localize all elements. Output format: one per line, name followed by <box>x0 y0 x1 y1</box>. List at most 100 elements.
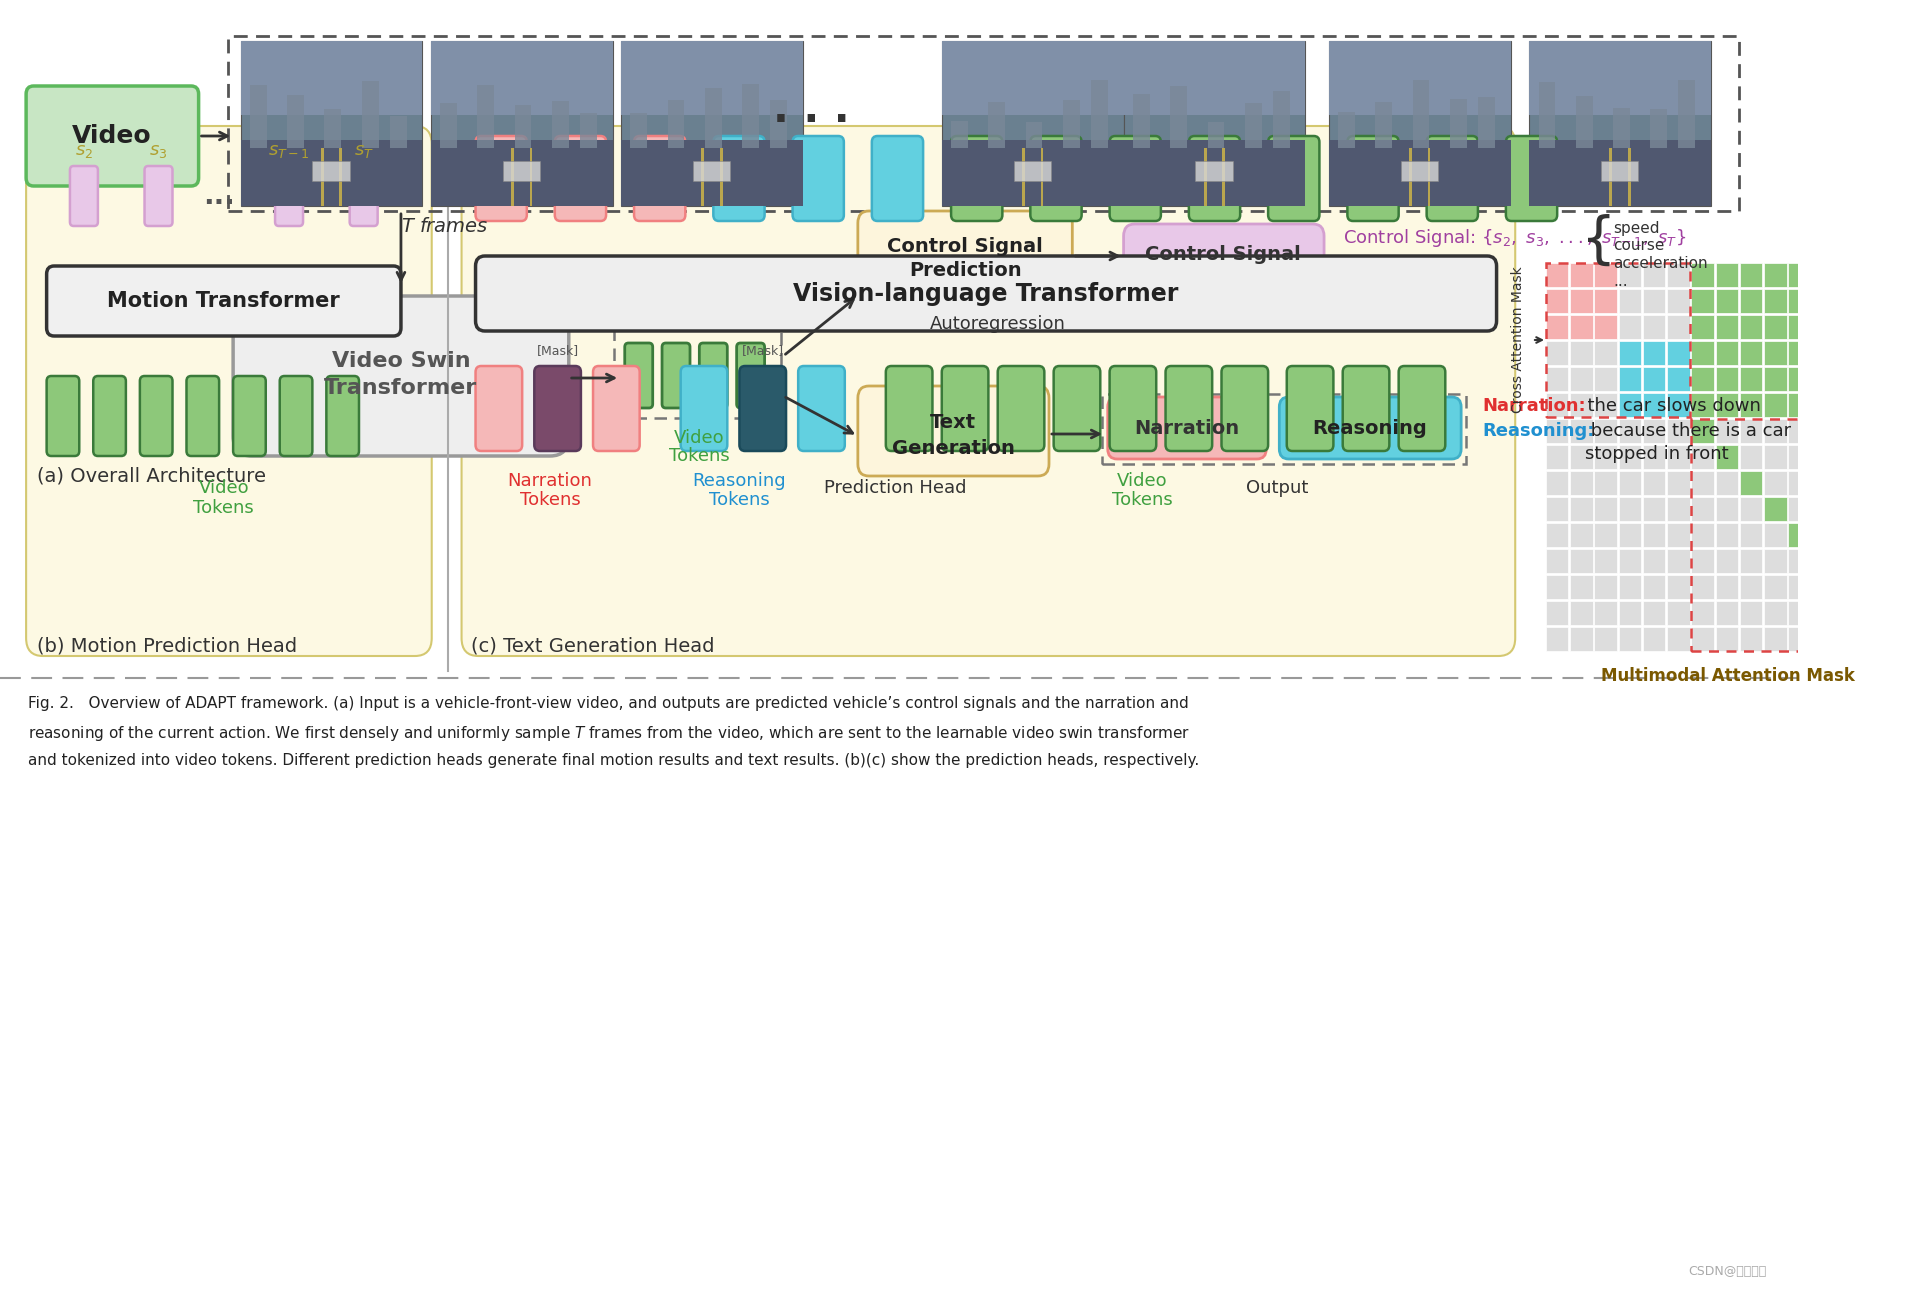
Bar <box>251 86 266 148</box>
Bar <box>1569 315 1593 340</box>
Bar <box>1739 419 1762 443</box>
Text: Generation: Generation <box>891 438 1014 457</box>
Bar <box>1861 289 1884 314</box>
Bar <box>1328 41 1510 206</box>
Bar <box>1837 367 1859 391</box>
Bar <box>1620 627 1641 651</box>
FancyBboxPatch shape <box>661 343 690 408</box>
Bar <box>1546 470 1567 495</box>
Text: stopped in front: stopped in front <box>1585 445 1729 463</box>
Text: · · ·: · · · <box>773 100 850 143</box>
Bar <box>1739 627 1762 651</box>
Bar <box>1812 393 1835 417</box>
Bar <box>1812 367 1835 391</box>
Bar <box>1272 91 1290 148</box>
Bar <box>1812 496 1835 521</box>
Bar <box>1569 627 1593 651</box>
Bar <box>706 88 721 148</box>
Bar <box>1886 601 1909 625</box>
Bar <box>1614 109 1629 148</box>
Bar <box>1643 601 1666 625</box>
FancyBboxPatch shape <box>736 343 765 408</box>
Bar <box>1529 140 1710 206</box>
Bar <box>1610 148 1612 206</box>
Text: Prediction: Prediction <box>908 262 1022 280</box>
Text: Control Signal: Control Signal <box>887 236 1043 255</box>
Bar <box>1861 601 1884 625</box>
Bar <box>1375 102 1392 148</box>
Bar <box>1812 470 1835 495</box>
Bar <box>1837 315 1859 340</box>
FancyBboxPatch shape <box>1398 365 1446 451</box>
FancyBboxPatch shape <box>233 295 569 456</box>
Bar <box>1643 367 1666 391</box>
Text: the car slows down: the car slows down <box>1575 397 1760 415</box>
Bar <box>1594 524 1618 547</box>
Text: speed: speed <box>1614 220 1660 236</box>
Bar <box>1569 470 1593 495</box>
Bar <box>1789 601 1810 625</box>
Bar <box>1861 627 1884 651</box>
Bar <box>1764 315 1787 340</box>
Bar <box>1739 496 1762 521</box>
FancyBboxPatch shape <box>145 166 172 226</box>
Bar <box>503 161 540 181</box>
Bar <box>1022 148 1026 206</box>
Bar <box>1764 419 1787 443</box>
Bar <box>1103 394 1465 464</box>
FancyBboxPatch shape <box>476 136 526 222</box>
FancyBboxPatch shape <box>1166 365 1213 451</box>
FancyBboxPatch shape <box>233 376 266 456</box>
Bar <box>1861 524 1884 547</box>
Bar <box>1643 550 1666 573</box>
FancyBboxPatch shape <box>93 376 125 456</box>
Bar <box>1861 496 1884 521</box>
Bar <box>580 113 598 148</box>
Bar <box>1594 470 1618 495</box>
FancyBboxPatch shape <box>280 376 312 456</box>
Text: Motion Transformer: Motion Transformer <box>108 292 339 311</box>
Bar <box>1739 315 1762 340</box>
Bar <box>1739 575 1762 599</box>
Bar <box>951 122 968 148</box>
Text: Video: Video <box>199 480 249 496</box>
Bar <box>1643 524 1666 547</box>
Bar <box>1668 419 1689 443</box>
Bar <box>1716 419 1737 443</box>
Bar <box>515 105 532 148</box>
Bar <box>1691 601 1714 625</box>
Bar <box>1134 95 1149 148</box>
Bar <box>1546 315 1567 340</box>
Text: $s_T$: $s_T$ <box>353 143 374 159</box>
Bar <box>1668 470 1689 495</box>
Text: Output: Output <box>1245 480 1309 496</box>
Text: Tokens: Tokens <box>1112 491 1172 509</box>
Bar <box>1207 122 1224 148</box>
Bar <box>1789 263 1810 286</box>
Bar <box>287 95 305 148</box>
Bar <box>1575 96 1593 148</box>
Bar <box>1739 550 1762 573</box>
Bar <box>1716 341 1737 365</box>
Text: [Mask]: [Mask] <box>536 345 578 358</box>
Bar <box>1195 161 1232 181</box>
Bar <box>1739 445 1762 469</box>
FancyBboxPatch shape <box>1109 397 1267 459</box>
Bar <box>1789 524 1810 547</box>
Bar <box>1569 289 1593 314</box>
FancyBboxPatch shape <box>634 136 684 222</box>
Bar <box>1861 393 1884 417</box>
Bar <box>1812 601 1835 625</box>
Text: $s_3$: $s_3$ <box>148 143 168 159</box>
Bar <box>1643 496 1666 521</box>
Bar <box>621 41 802 115</box>
Bar <box>1546 263 1567 286</box>
Text: Narration: Narration <box>507 472 592 490</box>
Bar <box>1861 445 1884 469</box>
Bar <box>1861 341 1884 365</box>
Bar <box>1643 575 1666 599</box>
Bar <box>320 148 324 206</box>
Bar <box>1789 445 1810 469</box>
Bar <box>1594 445 1618 469</box>
Text: Fig. 2.   Overview of ADAPT framework. (a) Input is a vehicle-front-view video, : Fig. 2. Overview of ADAPT framework. (a)… <box>29 696 1199 769</box>
